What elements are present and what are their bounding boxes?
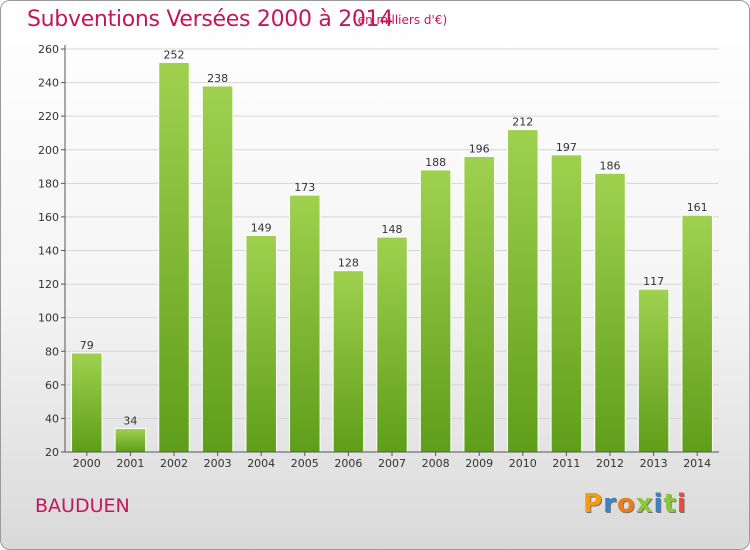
commune-name: BAUDUEN: [35, 495, 130, 517]
chart-subtitle: (en milliers d'€): [353, 13, 448, 27]
data-label: 186: [600, 159, 621, 172]
logo-letter: i: [676, 489, 687, 519]
x-tick-label: 2010: [509, 457, 537, 470]
x-tick-label: 2005: [291, 457, 319, 470]
logo-letter: o: [616, 489, 636, 519]
x-tick-label: 2000: [73, 457, 101, 470]
y-tick-label: 120: [38, 278, 59, 291]
x-tick-label: 2002: [160, 457, 188, 470]
y-tick-label: 20: [45, 446, 59, 459]
chart-title: Subventions Versées 2000 à 2014: [27, 7, 394, 32]
bar: [158, 61, 190, 453]
bar: [637, 288, 670, 453]
logo-letter: t: [663, 489, 677, 519]
x-tick-label: 2014: [683, 457, 711, 470]
logo-letter: x: [635, 489, 654, 519]
x-tick-label: 2012: [596, 457, 624, 470]
x-tick-label: 2008: [422, 457, 450, 470]
y-tick-label: 160: [38, 211, 59, 224]
proxiti-logo[interactable]: Proxiti: [583, 489, 687, 519]
data-label: 238: [207, 72, 228, 85]
data-label: 79: [80, 339, 94, 352]
x-tick-label: 2006: [334, 457, 362, 470]
bar: [71, 352, 103, 453]
x-tick-label: 2003: [204, 457, 232, 470]
data-label: 117: [643, 275, 664, 288]
bar: [114, 427, 147, 453]
data-label: 188: [425, 156, 446, 169]
bar: [201, 85, 234, 453]
data-label: 196: [469, 142, 490, 155]
y-tick-label: 40: [45, 412, 59, 425]
data-label: 173: [294, 181, 315, 194]
bar: [550, 154, 583, 453]
x-tick-label: 2004: [247, 457, 275, 470]
bar: [289, 194, 321, 453]
data-label: 34: [123, 414, 137, 427]
data-label: 161: [687, 201, 708, 214]
y-tick-label: 140: [38, 245, 59, 258]
y-tick-label: 200: [38, 144, 59, 157]
bar: [376, 236, 408, 453]
bars: 79 34 252 238 149 173 128 148 188 196 212 197 186 117…: [71, 48, 713, 453]
data-label: 212: [512, 116, 533, 129]
logo-letter: P: [583, 489, 604, 519]
bar: [681, 214, 713, 453]
y-tick-label: 180: [38, 177, 59, 190]
data-label: 128: [338, 257, 359, 270]
y-tick-label: 80: [45, 345, 59, 358]
bar: [245, 234, 277, 453]
data-label: 148: [382, 223, 403, 236]
x-tick-label: 2013: [640, 457, 668, 470]
bar: [463, 155, 495, 453]
y-tick-label: 100: [38, 312, 59, 325]
data-label: 252: [164, 48, 185, 61]
data-label: 149: [251, 221, 272, 234]
x-tick-label: 2001: [116, 457, 144, 470]
bar: [419, 169, 452, 453]
x-tick-label: 2009: [465, 457, 493, 470]
bar: [507, 129, 539, 453]
y-tick-label: 260: [38, 43, 59, 56]
logo-letter: i: [653, 489, 664, 519]
x-tick-label: 2007: [378, 457, 406, 470]
y-tick-label: 240: [38, 77, 59, 90]
bar: [594, 172, 626, 453]
bar: [332, 270, 365, 453]
data-label: 197: [556, 141, 577, 154]
logo-letter: r: [603, 489, 617, 519]
y-tick-label: 60: [45, 379, 59, 392]
axes: 20 40 60 80 100 120 140 160 180 200 220 240 260 2000 2…: [38, 43, 719, 470]
y-tick-label: 220: [38, 110, 59, 123]
x-tick-label: 2011: [552, 457, 580, 470]
